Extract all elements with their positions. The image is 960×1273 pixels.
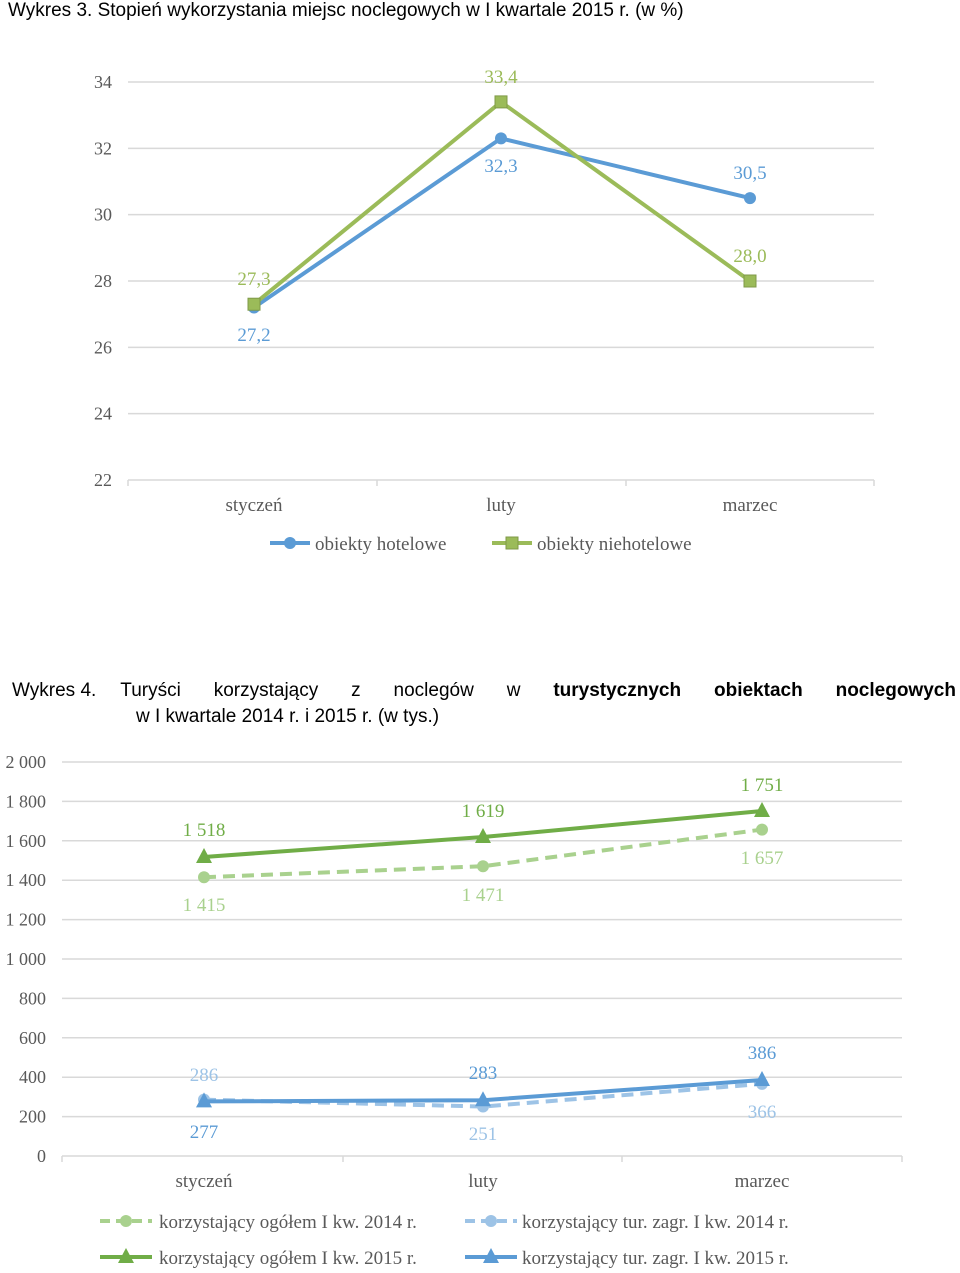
data-point bbox=[198, 871, 210, 884]
x-tick-label: luty bbox=[486, 495, 516, 516]
y-tick-label: 2 000 bbox=[6, 752, 47, 772]
data-point bbox=[196, 1092, 212, 1108]
data-point bbox=[743, 274, 757, 288]
data-label: 277 bbox=[190, 1122, 219, 1143]
chart4-caption-word: w bbox=[506, 680, 521, 701]
chart4-caption-words: Turyści korzystający z noclegów w turystyczny… bbox=[120, 680, 956, 702]
chart4-caption-word: noclegowych bbox=[835, 680, 956, 701]
chart4-caption-word: noclegów bbox=[393, 680, 474, 701]
legend-label: obiekty hotelowe bbox=[315, 534, 446, 555]
legend-marker bbox=[485, 1215, 497, 1227]
data-point bbox=[247, 297, 261, 311]
data-label: 27,2 bbox=[237, 325, 270, 346]
y-tick-label: 1 400 bbox=[6, 870, 47, 890]
y-tick-label: 32 bbox=[94, 138, 112, 158]
data-point bbox=[754, 802, 770, 818]
legend-label: korzystający ogółem I kw. 2015 r. bbox=[159, 1248, 417, 1269]
data-label: 1 471 bbox=[462, 885, 505, 906]
y-tick-label: 26 bbox=[94, 337, 112, 357]
legend-label: obiekty niehotelowe bbox=[537, 534, 692, 555]
chart4-caption-line1: Wykres 4. Turyści korzystający z noclegów w t… bbox=[12, 680, 956, 702]
y-tick-label: 600 bbox=[19, 1028, 46, 1048]
chart4-caption-word: z bbox=[351, 680, 361, 701]
chart4-caption-word: obiektach bbox=[714, 680, 803, 701]
legend-label: korzystający tur. zagr. I kw. 2014 r. bbox=[522, 1212, 789, 1233]
data-point bbox=[196, 847, 212, 863]
y-tick-label: 30 bbox=[94, 205, 112, 225]
data-point bbox=[494, 95, 508, 109]
x-tick-label: styczeń bbox=[226, 495, 283, 516]
x-tick-label: marzec bbox=[723, 495, 778, 516]
data-label: 28,0 bbox=[733, 246, 766, 267]
y-tick-label: 1 600 bbox=[6, 831, 47, 851]
y-tick-label: 24 bbox=[94, 404, 112, 424]
x-tick-label: styczeń bbox=[176, 1171, 233, 1192]
legend-label: korzystający tur. zagr. I kw. 2015 r. bbox=[522, 1248, 789, 1269]
series-line bbox=[252, 99, 752, 306]
data-label: 283 bbox=[469, 1063, 498, 1084]
data-point bbox=[475, 1091, 491, 1107]
data-label: 386 bbox=[748, 1043, 777, 1064]
chart4-caption-word: korzystający bbox=[213, 680, 319, 701]
legend-marker bbox=[284, 537, 296, 549]
series-line bbox=[203, 1081, 763, 1109]
chart4-caption-word: turystycznych bbox=[553, 680, 682, 701]
chart4-caption-word: Turyści bbox=[120, 680, 181, 701]
data-point bbox=[754, 1070, 770, 1086]
series-line bbox=[203, 827, 763, 880]
chart3-plot: 22 24 26 28 30 32 34 styczeń luty marzec 27,2 32,3 3… bbox=[94, 67, 875, 555]
data-point bbox=[477, 860, 489, 873]
y-tick-label: 400 bbox=[19, 1067, 46, 1087]
y-tick-label: 200 bbox=[19, 1107, 46, 1127]
series-line bbox=[203, 1077, 763, 1104]
y-tick-label: 28 bbox=[94, 271, 112, 291]
legend-marker bbox=[118, 1248, 134, 1263]
data-point bbox=[477, 1100, 489, 1113]
data-point bbox=[495, 132, 507, 145]
series-line bbox=[203, 809, 763, 859]
legend-marker bbox=[483, 1248, 499, 1263]
y-tick-label: 1 200 bbox=[6, 910, 47, 930]
data-point bbox=[756, 823, 768, 836]
y-tick-label: 1 000 bbox=[6, 949, 47, 969]
y-tick-label: 0 bbox=[37, 1146, 46, 1166]
data-label: 1 657 bbox=[741, 848, 784, 869]
data-label: 30,5 bbox=[733, 163, 766, 184]
data-point bbox=[756, 1077, 768, 1090]
x-tick-label: marzec bbox=[735, 1171, 790, 1192]
y-tick-label: 800 bbox=[19, 988, 46, 1008]
data-label: 27,3 bbox=[237, 269, 270, 290]
data-label: 1 518 bbox=[183, 820, 226, 841]
x-tick-label: luty bbox=[468, 1171, 498, 1192]
y-tick-label: 1 800 bbox=[6, 791, 47, 811]
data-label: 33,4 bbox=[484, 67, 518, 88]
data-label: 1 619 bbox=[462, 801, 505, 822]
legend-marker bbox=[120, 1215, 132, 1227]
data-label: 1 751 bbox=[741, 775, 784, 796]
data-label: 251 bbox=[469, 1124, 498, 1145]
data-point bbox=[475, 828, 491, 844]
chart3-caption: Wykres 3. Stopień wykorzystania miejsc n… bbox=[8, 0, 684, 21]
data-point bbox=[198, 1093, 210, 1106]
data-label: 32,3 bbox=[484, 156, 517, 177]
data-label: 1 415 bbox=[183, 895, 226, 916]
data-label: 366 bbox=[748, 1102, 777, 1123]
chart4-caption-line2: w I kwartale 2014 r. i 2015 r. (w tys.) bbox=[136, 706, 440, 727]
legend-label: korzystający ogółem I kw. 2014 r. bbox=[159, 1212, 417, 1233]
data-point bbox=[744, 192, 756, 205]
y-tick-label: 34 bbox=[94, 72, 112, 92]
data-label: 286 bbox=[190, 1065, 219, 1086]
chart4-caption-number: Wykres 4. bbox=[12, 680, 97, 701]
y-tick-label: 22 bbox=[94, 470, 112, 490]
legend-marker bbox=[505, 536, 519, 550]
